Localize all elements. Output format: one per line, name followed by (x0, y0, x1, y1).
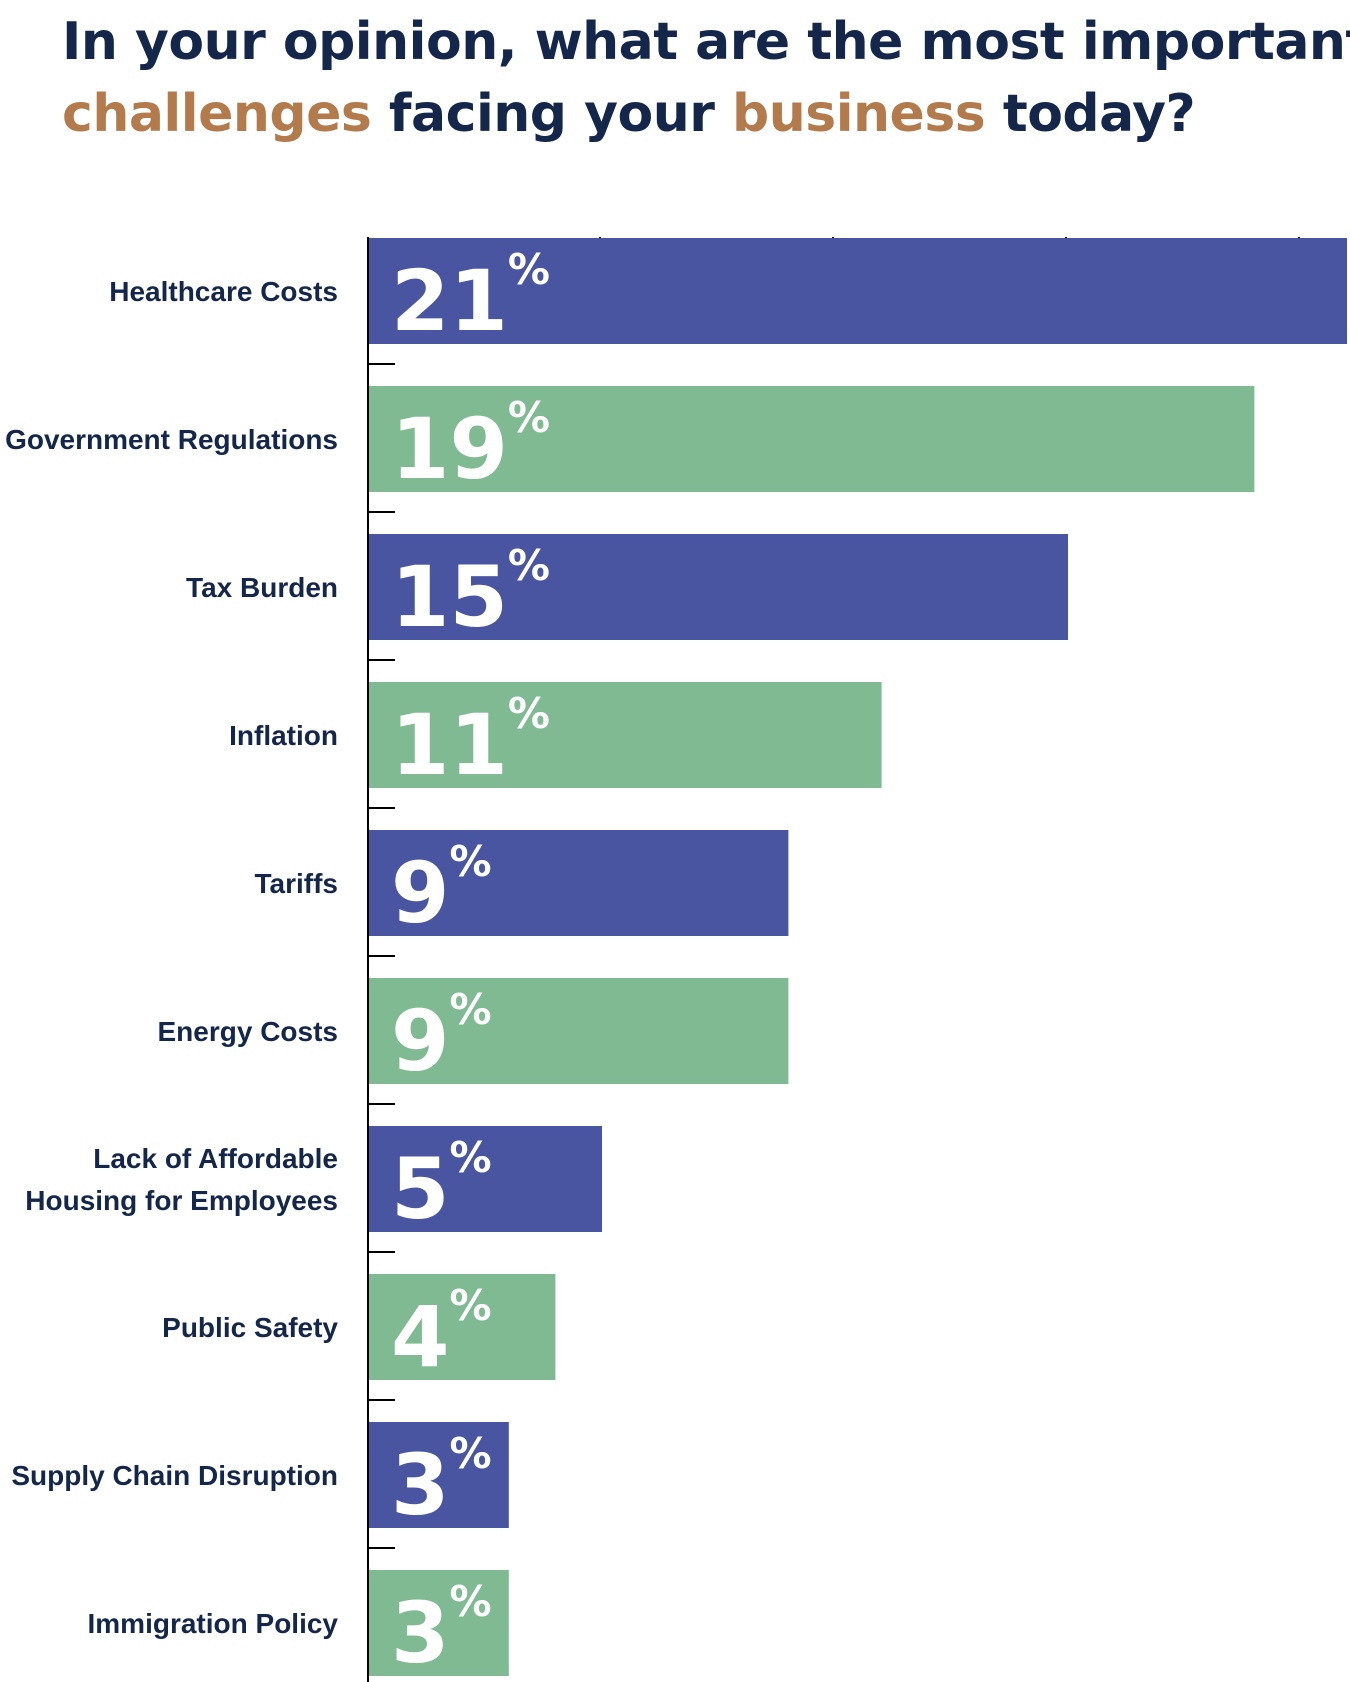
bar-4 (369, 830, 789, 936)
category-label-2: Tax Burden (186, 572, 338, 603)
bar-7 (369, 1274, 556, 1380)
value-label-2: 15% (391, 541, 550, 646)
value-label-9: 3% (391, 1577, 492, 1682)
category-label-3: Inflation (229, 720, 338, 751)
bar-5 (369, 978, 789, 1084)
bar-0 (369, 238, 1347, 344)
category-label-8: Supply Chain Disruption (11, 1460, 338, 1491)
value-label-6: 5% (391, 1133, 492, 1238)
value-label-8: 3% (391, 1429, 492, 1534)
bar-1 (369, 386, 1255, 492)
title-text-today: today? (985, 84, 1196, 144)
title-line-1: In your opinion, what are the most impor… (62, 12, 1350, 72)
bar-2 (369, 534, 1068, 640)
bar-6 (369, 1126, 602, 1232)
value-label-7: 4% (391, 1281, 492, 1386)
category-label-1: Government Regulations (5, 424, 338, 455)
category-label-6: Lack of Affordable Housing for Employees (25, 1143, 338, 1216)
category-label-7: Public Safety (162, 1312, 338, 1343)
value-label-5: 9% (391, 985, 492, 1090)
title-highlight-challenges: challenges (62, 84, 372, 144)
category-label-9: Immigration Policy (88, 1608, 339, 1639)
value-label-4: 9% (391, 837, 492, 942)
bar-3 (369, 682, 882, 788)
value-label-0: 21% (391, 245, 550, 350)
bar-9 (369, 1570, 509, 1676)
value-label-3: 11% (391, 689, 550, 794)
category-label-4: Tariffs (255, 868, 339, 899)
title-highlight-business: business (732, 84, 986, 144)
bar-8 (369, 1422, 509, 1528)
category-label-0: Healthcare Costs (109, 276, 338, 307)
category-label-5: Energy Costs (158, 1016, 339, 1047)
value-label-1: 19% (391, 393, 550, 498)
chart-title: In your opinion, what are the most impor… (62, 6, 1350, 150)
title-text-facing: facing your (371, 84, 733, 144)
